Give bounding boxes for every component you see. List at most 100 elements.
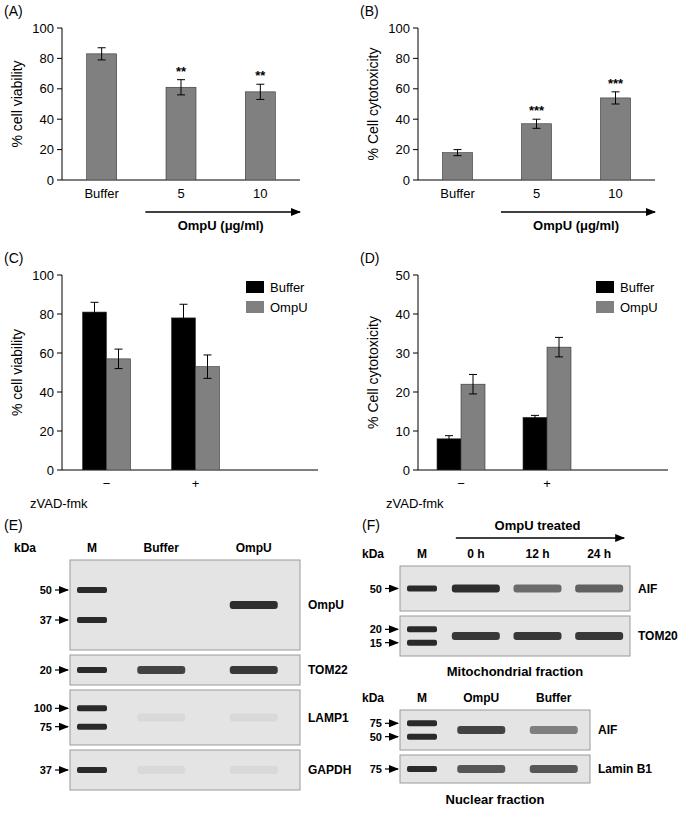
y-tick [57, 431, 62, 432]
chart-panel: (D)01020304050% Cell cytotoxicity−+zVAD-… [360, 250, 668, 511]
lane-label: 12 h [525, 547, 549, 561]
y-tick [413, 431, 418, 432]
y-tick [413, 470, 418, 471]
error-cap [204, 354, 212, 355]
x-tick-label: + [543, 476, 551, 491]
y-tick [413, 58, 418, 59]
y-tick-label: 20 [396, 142, 410, 157]
blot-strip [70, 560, 300, 650]
bar [196, 367, 220, 470]
y-tick [413, 314, 418, 315]
marker-band [407, 640, 437, 646]
y-tick-label: 60 [40, 81, 54, 96]
x-tick-label: − [457, 476, 465, 491]
y-tick [57, 88, 62, 89]
error-cap [612, 91, 620, 92]
error-line [260, 84, 261, 99]
bar [547, 347, 571, 470]
y-tick-label: 40 [40, 385, 54, 400]
blot-strip [70, 655, 300, 685]
band [230, 601, 278, 609]
marker-band [77, 617, 107, 623]
bar [107, 359, 131, 470]
error-bar [533, 119, 541, 128]
group-label: OmpU (μg/ml) [533, 218, 619, 233]
row-label: TOM20 [638, 629, 678, 643]
plot-area [443, 92, 631, 180]
band [530, 765, 578, 773]
marker-band [77, 724, 107, 730]
error-line [473, 374, 474, 394]
error-bar [204, 355, 212, 378]
y-tick [57, 275, 62, 276]
x-tick-label: 10 [253, 186, 267, 201]
y-tick-label: 0 [403, 173, 410, 188]
significance: *** [529, 103, 545, 118]
row-label: AIF [598, 723, 617, 737]
marker-label: 50 [370, 583, 382, 595]
bar [166, 87, 196, 180]
bar [443, 153, 473, 180]
bar [172, 318, 196, 470]
error-line [615, 92, 616, 104]
band [137, 601, 185, 609]
error-cap [204, 378, 212, 379]
y-tick [413, 88, 418, 89]
chart-panel: (C)020406080100% cell viability−+zVAD-fm… [4, 250, 318, 511]
error-cap [555, 356, 563, 357]
marker-band [77, 587, 107, 593]
fraction-label: Mitochondrial fraction [447, 664, 584, 679]
marker-label: 100 [34, 702, 52, 714]
y-tick-label: 20 [40, 424, 54, 439]
marker-band [407, 766, 437, 772]
y-tick [57, 180, 62, 181]
error-cap [180, 304, 188, 305]
y-axis-label: % Cell cytotoxicity [365, 48, 381, 161]
error-cap [115, 368, 123, 369]
error-line [536, 119, 537, 128]
marker-arrow [55, 726, 68, 727]
y-tick [413, 180, 418, 181]
lane-label: Buffer [536, 691, 572, 705]
y-tick-label: 20 [40, 142, 54, 157]
legend-label: OmpU [620, 300, 658, 315]
error-cap [555, 337, 563, 338]
legend-label: Buffer [620, 280, 655, 295]
y-tick-label: 40 [40, 112, 54, 127]
row-label: Lamin B1 [598, 762, 652, 776]
y-axis-label: % cell viability [9, 60, 25, 147]
marker-band [407, 586, 437, 592]
y-tick [413, 353, 418, 354]
x-tick-label: + [192, 476, 200, 491]
marker-label: 37 [40, 764, 52, 776]
band [514, 585, 562, 593]
lane-label: OmpU [236, 541, 272, 555]
y-tick [57, 58, 62, 59]
legend-label: OmpU [270, 300, 308, 315]
marker-band [407, 720, 437, 726]
y-tick [57, 392, 62, 393]
y-tick [57, 119, 62, 120]
error-cap [177, 79, 185, 80]
y-tick-label: 0 [403, 463, 410, 478]
y-tick [57, 149, 62, 150]
blot-panel: (F)OmpU treatedkDaM0 h12 h24 hAIF50TOM20… [362, 517, 678, 679]
error-cap [533, 119, 541, 120]
y-axis [418, 275, 419, 470]
y-axis-label: % Cell cytotoxicity [365, 316, 381, 429]
marker-arrow [385, 768, 398, 769]
x-tick-label: 5 [533, 186, 540, 201]
y-tick-label: 40 [396, 112, 410, 127]
band [575, 585, 623, 593]
error-bar [177, 80, 185, 95]
error-cap [91, 321, 99, 322]
significance: *** [608, 76, 624, 91]
x-tick-label: Buffer [84, 186, 119, 201]
blot-strip [400, 616, 630, 656]
unit-label: kDa [14, 541, 36, 555]
marker-label: 20 [40, 664, 52, 676]
unit-label: kDa [362, 691, 384, 705]
plot-area [87, 48, 276, 180]
error-bar [91, 302, 99, 322]
marker-arrow [385, 736, 398, 737]
